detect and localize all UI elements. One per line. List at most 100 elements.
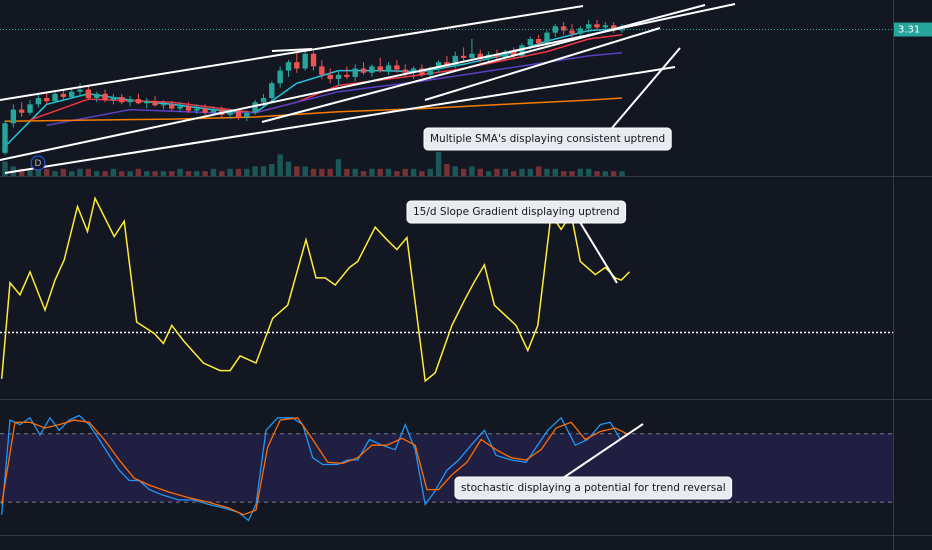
candle-body — [385, 65, 392, 71]
volume-bar — [194, 171, 200, 176]
volume-bar — [127, 171, 133, 176]
candle-body — [260, 98, 267, 103]
volume-bar — [444, 164, 450, 176]
arrow-line — [611, 47, 681, 129]
volume-bar — [210, 168, 217, 176]
candle-body — [202, 108, 208, 113]
candle-body — [27, 104, 33, 113]
candle-body — [119, 96, 125, 103]
volume-bar — [527, 168, 533, 176]
volume-bar — [560, 171, 567, 176]
volume-bar — [160, 171, 167, 176]
volume-bar — [144, 171, 150, 176]
candle-body — [510, 51, 517, 56]
candle-body — [10, 109, 17, 124]
volume-bar — [427, 168, 433, 176]
annotation-text: stochastic displaying a potential for tr… — [461, 482, 726, 494]
candle-body — [185, 106, 192, 111]
volume-bar — [277, 154, 283, 176]
candle-body — [544, 32, 550, 44]
candle-body — [235, 111, 242, 117]
volume-bar — [69, 171, 75, 176]
volume-bar — [235, 168, 242, 176]
candle-body — [35, 98, 42, 105]
candle-body — [269, 83, 275, 99]
volume-bar — [152, 171, 158, 176]
volume-bar — [602, 171, 609, 176]
volume-bar — [435, 152, 442, 176]
volume-bar — [402, 168, 408, 176]
volume-bar — [60, 168, 67, 176]
candle-body — [535, 38, 542, 44]
trend-line — [4, 66, 676, 174]
volume-bar — [18, 168, 25, 176]
volume-bar — [619, 171, 625, 176]
candle-body — [394, 65, 400, 70]
volume-bar — [177, 168, 183, 176]
candle-body — [277, 70, 283, 84]
stoch-line — [1, 417, 628, 516]
volume-bar — [169, 171, 175, 176]
trend-line — [261, 4, 706, 123]
sma-line — [46, 51, 623, 127]
candle-body — [2, 123, 8, 153]
candle-body — [227, 111, 233, 115]
arrow-line — [574, 213, 618, 284]
last-price-label: 3.31 — [898, 25, 920, 36]
candle-body — [419, 68, 425, 75]
volume-bar — [410, 168, 417, 176]
annotation-box — [454, 476, 733, 500]
annotation-box — [423, 127, 672, 151]
volume-bar — [519, 168, 525, 176]
arrow-line — [559, 423, 644, 481]
annotation-text: Multiple SMA's displaying consistent upt… — [430, 133, 665, 145]
volume-bar — [352, 168, 358, 176]
candle-body — [502, 51, 508, 57]
candle-body — [110, 96, 117, 101]
candle-body — [619, 29, 625, 31]
volume-bar — [385, 168, 392, 176]
candle-body — [527, 38, 533, 46]
badge-label: D — [35, 159, 42, 169]
volume-bar — [569, 171, 575, 176]
volume-bar — [577, 168, 584, 176]
candle-body — [294, 62, 300, 69]
candle-body — [360, 68, 367, 73]
volume-bar — [294, 166, 300, 176]
candle-body — [169, 104, 175, 109]
volume-bar — [419, 171, 425, 176]
candle-body — [377, 66, 383, 71]
volume-bar — [85, 168, 92, 176]
volume-bar — [52, 171, 58, 176]
stoch-band — [0, 433, 893, 503]
drawings — [0, 3, 736, 481]
volume-bar — [27, 168, 33, 176]
candle-body — [18, 109, 25, 113]
last-price-tag — [894, 22, 932, 37]
volume-bar — [469, 166, 475, 176]
volume-bar — [494, 168, 500, 176]
volume-bar — [260, 166, 267, 176]
volume-bar — [135, 168, 142, 176]
volume-bar — [94, 171, 100, 176]
candle-body — [585, 24, 592, 29]
volume-bar — [510, 171, 517, 176]
grid-layer — [0, 331, 893, 503]
trend-line — [271, 48, 313, 52]
volume-bar — [310, 168, 317, 176]
marks-layer — [0, 20, 893, 522]
candle-body — [194, 108, 200, 111]
volume-bar — [219, 171, 225, 176]
candle-body — [352, 68, 358, 77]
candle-body — [410, 68, 417, 73]
volume-bar — [452, 166, 458, 176]
volume-bar — [585, 168, 592, 176]
candle-body — [577, 28, 584, 34]
candle-body — [69, 91, 75, 97]
volume-bar — [252, 166, 258, 176]
candle-body — [43, 98, 50, 102]
candle-body — [327, 74, 333, 80]
volume-bar — [285, 161, 292, 176]
volume-bar — [477, 168, 483, 176]
volume-bar — [610, 171, 617, 176]
